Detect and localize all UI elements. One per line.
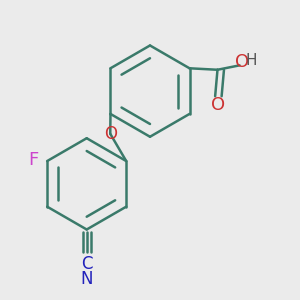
Text: O: O (235, 53, 249, 71)
Text: H: H (245, 52, 256, 68)
Text: N: N (80, 270, 93, 288)
Text: F: F (28, 152, 38, 169)
Text: O: O (104, 125, 117, 143)
Text: O: O (211, 95, 225, 113)
Text: C: C (81, 254, 92, 272)
